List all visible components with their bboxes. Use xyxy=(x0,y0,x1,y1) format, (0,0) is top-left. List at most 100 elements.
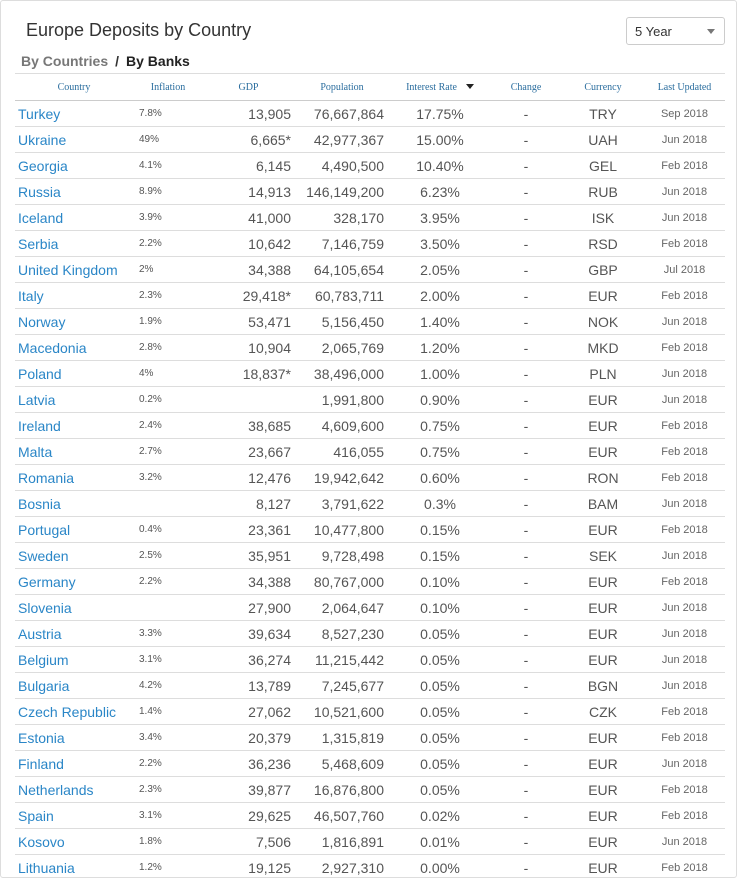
country-link[interactable]: Germany xyxy=(15,568,133,595)
interest-rate-cell: 0.00% xyxy=(390,854,490,877)
last-updated-cell: Jul 2018 xyxy=(644,256,725,283)
column-header-interest-rate[interactable]: Interest Rate xyxy=(390,73,490,101)
interest-rate-cell: 10.40% xyxy=(390,152,490,179)
tab-by-banks[interactable]: By Banks xyxy=(126,53,190,69)
country-link[interactable]: Netherlands xyxy=(15,776,133,803)
country-link[interactable]: United Kingdom xyxy=(15,256,133,283)
country-link[interactable]: Belgium xyxy=(15,646,133,673)
table-row: Serbia 2.2% 10,642 7,146,759 3.50% - RSD Feb 20… xyxy=(15,230,725,257)
change-cell: - xyxy=(490,542,562,569)
country-link[interactable]: Lithuania xyxy=(15,854,133,877)
last-updated-cell: Jun 2018 xyxy=(644,620,725,647)
population-cell: 4,490,500 xyxy=(294,152,390,179)
country-link[interactable]: Latvia xyxy=(15,386,133,413)
interest-rate-cell: 2.05% xyxy=(390,256,490,283)
inflation-cell: 4% xyxy=(133,360,203,387)
interest-rate-cell: 0.05% xyxy=(390,672,490,699)
country-link[interactable]: Spain xyxy=(15,802,133,829)
country-link[interactable]: Sweden xyxy=(15,542,133,569)
last-updated-cell: Feb 2018 xyxy=(644,724,725,751)
country-link[interactable]: Finland xyxy=(15,750,133,777)
deposits-table: Country Inflation GDP Population Interes… xyxy=(15,73,725,877)
table-row: Spain 3.1% 29,625 46,507,760 0.02% - EUR Feb 20… xyxy=(15,802,725,829)
country-link[interactable]: Georgia xyxy=(15,152,133,179)
change-cell: - xyxy=(490,256,562,283)
chevron-down-icon xyxy=(707,29,715,34)
country-link[interactable]: Ukraine xyxy=(15,126,133,153)
country-link[interactable]: Italy xyxy=(15,282,133,309)
view-tabs: By Countries / By Banks xyxy=(21,53,190,69)
interest-rate-cell: 0.05% xyxy=(390,750,490,777)
interest-rate-cell: 0.60% xyxy=(390,464,490,491)
inflation-cell: 1.4% xyxy=(133,698,203,725)
column-header-change[interactable]: Change xyxy=(490,73,562,101)
inflation-cell: 3.1% xyxy=(133,802,203,829)
currency-cell: EUR xyxy=(562,568,644,595)
interest-rate-cell: 1.40% xyxy=(390,308,490,335)
country-link[interactable]: Romania xyxy=(15,464,133,491)
gdp-cell: 23,667 xyxy=(203,438,294,465)
country-link[interactable]: Estonia xyxy=(15,724,133,751)
column-header-country[interactable]: Country xyxy=(15,73,133,101)
inflation-cell: 2.2% xyxy=(133,750,203,777)
inflation-cell: 2.4% xyxy=(133,412,203,439)
country-link[interactable]: Malta xyxy=(15,438,133,465)
population-cell: 2,065,769 xyxy=(294,334,390,361)
population-cell: 4,609,600 xyxy=(294,412,390,439)
country-link[interactable]: Czech Republic xyxy=(15,698,133,725)
country-link[interactable]: Russia xyxy=(15,178,133,205)
country-link[interactable]: Norway xyxy=(15,308,133,335)
last-updated-cell: Feb 2018 xyxy=(644,334,725,361)
inflation-cell: 4.2% xyxy=(133,672,203,699)
last-updated-cell: Jun 2018 xyxy=(644,672,725,699)
table-row: Ireland 2.4% 38,685 4,609,600 0.75% - EUR Feb 2… xyxy=(15,412,725,439)
change-cell: - xyxy=(490,594,562,621)
last-updated-cell: Feb 2018 xyxy=(644,464,725,491)
change-cell: - xyxy=(490,776,562,803)
gdp-cell: 36,274 xyxy=(203,646,294,673)
country-link[interactable]: Macedonia xyxy=(15,334,133,361)
country-link[interactable]: Austria xyxy=(15,620,133,647)
period-select[interactable]: 5 Year xyxy=(626,17,725,45)
currency-cell: EUR xyxy=(562,750,644,777)
currency-cell: UAH xyxy=(562,126,644,153)
last-updated-cell: Jun 2018 xyxy=(644,750,725,777)
currency-cell: EUR xyxy=(562,854,644,877)
table-row: Portugal 0.4% 23,361 10,477,800 0.15% - EUR Feb… xyxy=(15,516,725,543)
country-link[interactable]: Turkey xyxy=(15,100,133,127)
currency-cell: EUR xyxy=(562,386,644,413)
country-link[interactable]: Serbia xyxy=(15,230,133,257)
column-header-currency[interactable]: Currency xyxy=(562,73,644,101)
country-link[interactable]: Bulgaria xyxy=(15,672,133,699)
last-updated-cell: Jun 2018 xyxy=(644,490,725,517)
currency-cell: EUR xyxy=(562,620,644,647)
inflation-cell: 3.2% xyxy=(133,464,203,491)
tab-by-countries[interactable]: By Countries xyxy=(21,53,109,69)
country-link[interactable]: Slovenia xyxy=(15,594,133,621)
inflation-cell: 0.4% xyxy=(133,516,203,543)
last-updated-cell: Feb 2018 xyxy=(644,230,725,257)
change-cell: - xyxy=(490,308,562,335)
currency-cell: GEL xyxy=(562,152,644,179)
column-header-inflation[interactable]: Inflation xyxy=(133,73,203,101)
inflation-cell: 8.9% xyxy=(133,178,203,205)
country-link[interactable]: Ireland xyxy=(15,412,133,439)
change-cell: - xyxy=(490,204,562,231)
change-cell: - xyxy=(490,282,562,309)
column-header-population[interactable]: Population xyxy=(294,73,390,101)
column-header-gdp[interactable]: GDP xyxy=(203,73,294,101)
currency-cell: EUR xyxy=(562,282,644,309)
country-link[interactable]: Poland xyxy=(15,360,133,387)
inflation-cell: 1.8% xyxy=(133,828,203,855)
gdp-cell: 27,900 xyxy=(203,594,294,621)
currency-cell: NOK xyxy=(562,308,644,335)
country-link[interactable]: Iceland xyxy=(15,204,133,231)
country-link[interactable]: Portugal xyxy=(15,516,133,543)
population-cell: 1,816,891 xyxy=(294,828,390,855)
change-cell: - xyxy=(490,828,562,855)
last-updated-cell: Feb 2018 xyxy=(644,854,725,877)
country-link[interactable]: Bosnia xyxy=(15,490,133,517)
column-header-last-updated[interactable]: Last Updated xyxy=(644,73,725,101)
inflation-cell: 3.9% xyxy=(133,204,203,231)
country-link[interactable]: Kosovo xyxy=(15,828,133,855)
